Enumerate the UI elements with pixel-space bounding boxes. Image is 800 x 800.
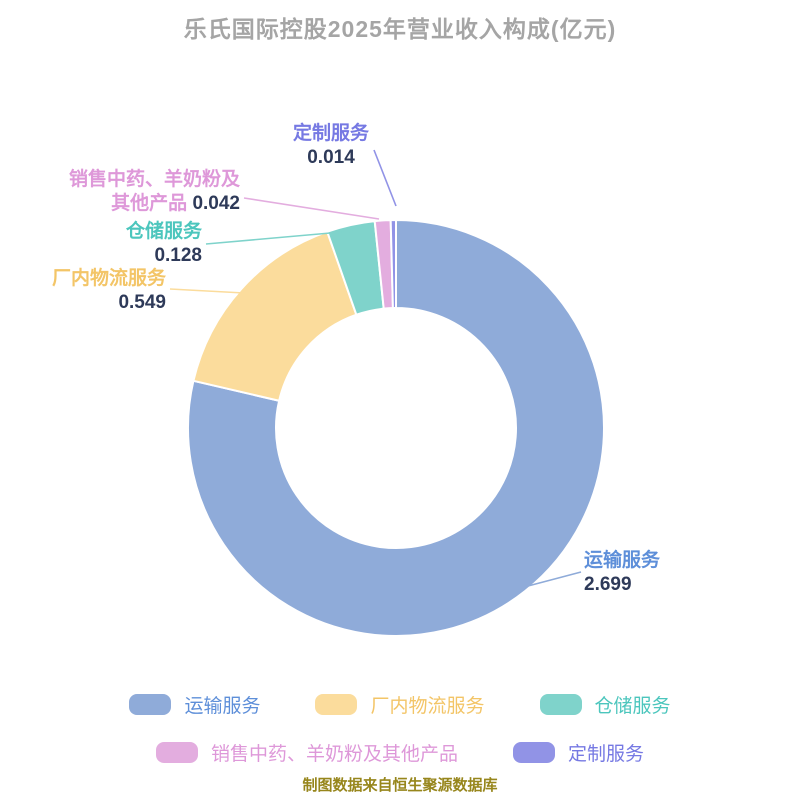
callout-label: 销售中药、羊奶粉及其他产品 — [68, 169, 240, 214]
callout-warehouse-service: 仓储服务 0.128 — [20, 220, 202, 268]
legend-row-2: 销售中药、羊奶粉及其他产品 定制服务 — [0, 739, 800, 766]
callout-label: 定制服务 — [292, 123, 369, 144]
leader-line-4 — [243, 197, 380, 220]
legend-item-transport[interactable]: 运输服务 — [129, 691, 260, 718]
callout-value: 0.014 — [307, 147, 355, 168]
legend-item-warehouse[interactable]: 仓储服务 — [539, 691, 671, 718]
legend-label-warehouse: 仓储服务 — [594, 696, 671, 717]
legend-swatch-sales-products[interactable] — [155, 742, 198, 763]
pie-slice-1[interactable] — [187, 218, 605, 637]
callout-sales-products: 销售中药、羊奶粉及其他产品 0.042 — [58, 168, 240, 216]
pie-slice-5[interactable] — [389, 218, 397, 310]
callout-value: 0.549 — [118, 292, 166, 313]
chart-title: 乐氏国际控股2025年营业收入构成(亿元) — [183, 16, 617, 42]
callout-value: 2.699 — [584, 574, 632, 595]
callout-transport-service: 运输服务 2.699 — [584, 549, 734, 597]
leader-line-2 — [169, 288, 245, 294]
legend-label-factory-logistics: 厂内物流服务 — [370, 696, 485, 717]
legend-label-sales-products: 销售中药、羊奶粉及其他产品 — [210, 744, 458, 765]
leader-line-5 — [373, 149, 397, 207]
legend-swatch-factory-logistics[interactable] — [315, 694, 358, 715]
pie-slice-2[interactable] — [192, 230, 358, 402]
callout-custom-service: 定制服务 0.014 — [256, 122, 406, 170]
legend-swatch-warehouse[interactable] — [539, 694, 582, 715]
callout-value: 0.042 — [192, 193, 240, 214]
callout-label: 仓储服务 — [125, 221, 202, 242]
callout-label: 运输服务 — [584, 550, 661, 571]
callout-label: 厂内物流服务 — [51, 268, 166, 289]
legend-item-factory-logistics[interactable]: 厂内物流服务 — [315, 691, 485, 718]
legend-row-1: 运输服务 厂内物流服务 仓储服务 — [0, 691, 800, 718]
callout-factory-logistics: 厂内物流服务 0.549 — [0, 267, 166, 315]
legend-item-sales-products[interactable]: 销售中药、羊奶粉及其他产品 — [155, 739, 458, 766]
legend-swatch-transport[interactable] — [129, 694, 172, 715]
legend-item-custom-service[interactable]: 定制服务 — [513, 739, 644, 766]
legend-label-custom-service: 定制服务 — [568, 744, 645, 765]
legend-swatch-custom-service[interactable] — [513, 742, 555, 763]
callout-value: 0.128 — [154, 245, 202, 266]
data-source-note: 制图数据来自恒生聚源数据库 — [302, 777, 498, 794]
leader-line-3 — [205, 230, 354, 245]
legend-label-transport: 运输服务 — [184, 696, 261, 717]
leader-line-1 — [527, 571, 582, 587]
